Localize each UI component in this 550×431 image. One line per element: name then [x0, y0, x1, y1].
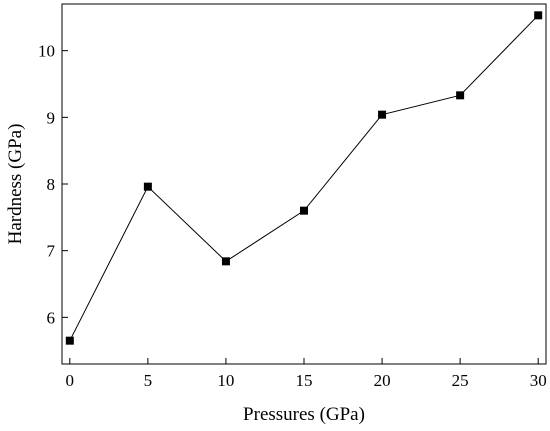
x-axis-ticks: 0 5 10 15 20 25 30	[66, 358, 547, 390]
series-line	[69, 14, 539, 341]
x-tick-label: 0	[66, 371, 75, 390]
y-tick-label: 6	[47, 308, 56, 327]
x-tick-label: 30	[530, 371, 547, 390]
x-tick-label: 15	[296, 371, 313, 390]
y-tick-label: 7	[47, 242, 56, 261]
x-axis-title: Pressures (GPa)	[243, 404, 365, 425]
y-tick-label: 10	[38, 42, 55, 61]
y-axis-ticks: 6 7 8 9 10	[38, 42, 68, 327]
data-point-marker	[456, 91, 465, 100]
data-point-marker	[221, 257, 230, 266]
data-point-marker	[378, 110, 387, 119]
plot-frame	[61, 3, 547, 365]
y-axis-title: Hardness (GPa)	[5, 124, 26, 245]
data-point-marker	[534, 11, 543, 20]
data-point-marker	[65, 336, 74, 345]
data-point-marker	[300, 206, 308, 215]
y-tick-label: 8	[47, 175, 56, 194]
x-tick-label: 5	[144, 371, 153, 390]
x-tick-label: 20	[374, 371, 391, 390]
series-layer	[65, 11, 543, 345]
data-point-marker	[143, 182, 152, 191]
x-tick-label: 10	[217, 371, 234, 390]
y-tick-label: 9	[47, 108, 56, 127]
x-tick-label: 25	[452, 371, 469, 390]
